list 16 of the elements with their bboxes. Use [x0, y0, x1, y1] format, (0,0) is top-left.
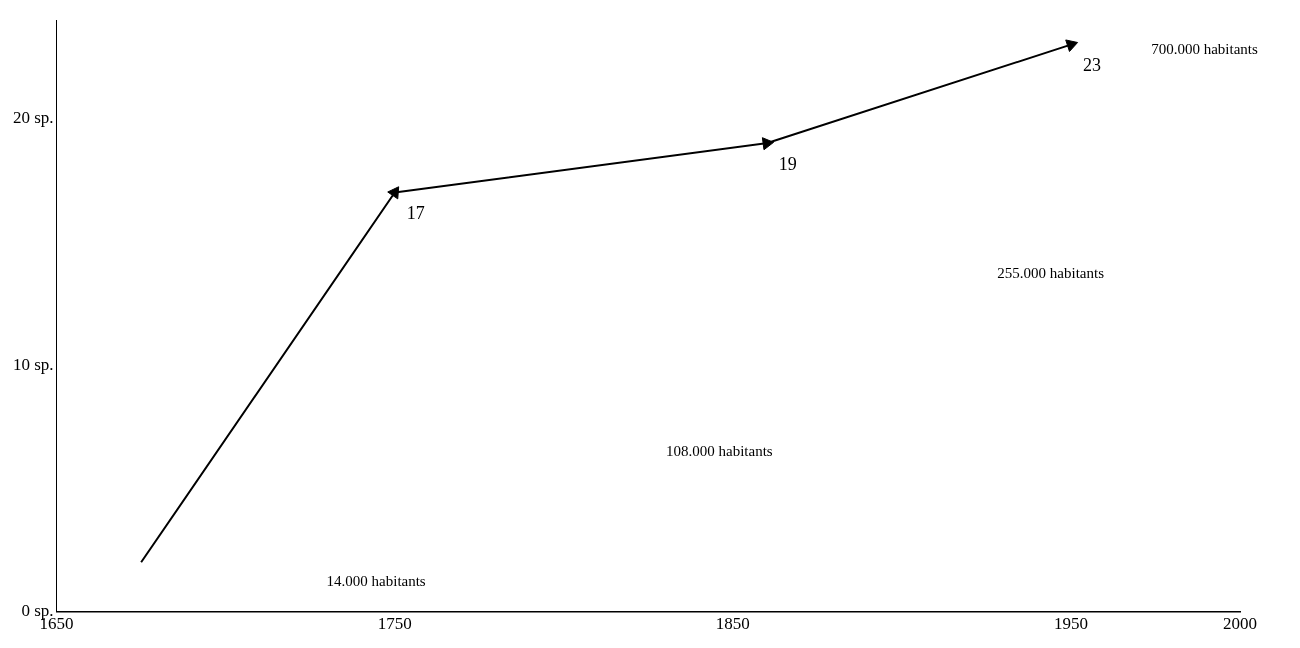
- data-label: 19: [778, 153, 797, 174]
- y-tick-label: 20 sp.: [12, 108, 54, 128]
- annotation: 700.000 habitants: [1151, 40, 1258, 57]
- x-tick-label: 2000: [1223, 614, 1257, 634]
- data-label: 17: [406, 203, 425, 224]
- point: [761, 137, 775, 151]
- annotation: 108.000 habitants: [665, 442, 773, 459]
- y-tick-label: 10 sp.: [12, 354, 54, 374]
- annotation: 14.000 habitants: [326, 572, 426, 589]
- point: [387, 186, 400, 200]
- annotation: 255.000 habitants: [997, 265, 1105, 282]
- x-tick-label: 1750: [377, 614, 412, 634]
- data-label: 23: [1082, 55, 1101, 76]
- x-tick-label: 1950: [1053, 614, 1088, 634]
- x-tick-label: 1850: [715, 614, 750, 634]
- point: [1065, 39, 1079, 52]
